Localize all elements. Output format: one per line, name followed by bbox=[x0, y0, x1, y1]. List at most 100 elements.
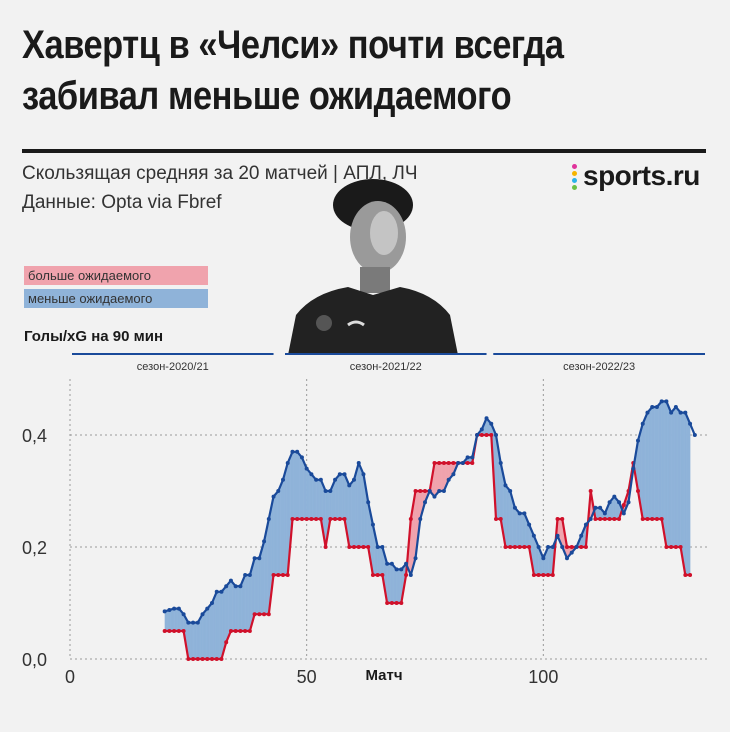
fill-less-segment bbox=[354, 475, 356, 547]
data-point-goals bbox=[281, 573, 285, 577]
fill-less-segment bbox=[349, 484, 351, 547]
fill-less-segment bbox=[536, 541, 538, 575]
fill-less-segment bbox=[190, 622, 193, 659]
fill-more-segment bbox=[561, 519, 563, 547]
fill-more-segment bbox=[441, 463, 444, 491]
fill-less-segment bbox=[215, 591, 218, 659]
data-point-xg bbox=[631, 466, 636, 471]
fill-less-segment bbox=[652, 407, 654, 519]
fill-less-segment bbox=[687, 418, 690, 575]
fill-less-segment bbox=[266, 524, 268, 615]
fill-less-segment bbox=[311, 474, 313, 519]
fill-less-segment bbox=[319, 479, 322, 519]
data-point-goals bbox=[262, 612, 267, 617]
data-point-goals bbox=[323, 545, 328, 549]
fill-less-segment bbox=[583, 527, 586, 547]
fill-less-segment bbox=[226, 584, 228, 643]
fill-more-segment bbox=[559, 519, 562, 545]
data-point-goals bbox=[470, 461, 475, 465]
fill-less-segment bbox=[255, 558, 258, 615]
data-point-xg bbox=[361, 472, 366, 477]
data-point-goals bbox=[408, 517, 413, 521]
fill-less-segment bbox=[665, 401, 667, 547]
data-point-xg bbox=[186, 620, 191, 625]
x-tick-label-2: 100 bbox=[528, 667, 558, 687]
fill-more-segment bbox=[445, 463, 447, 489]
fill-less-segment bbox=[219, 591, 221, 659]
fill-less-segment bbox=[272, 496, 274, 585]
data-point-xg bbox=[276, 489, 281, 493]
data-point-xg bbox=[394, 567, 399, 572]
fill-less-segment bbox=[177, 608, 180, 631]
data-source: Данные: Opta via Fbref bbox=[22, 192, 222, 213]
fill-less-segment bbox=[396, 569, 399, 603]
data-point-goals bbox=[172, 629, 177, 633]
data-point-goals bbox=[569, 545, 574, 549]
data-point-goals bbox=[219, 657, 224, 661]
fill-less-segment bbox=[310, 472, 312, 519]
data-point-xg bbox=[465, 455, 470, 460]
data-point-goals bbox=[673, 545, 678, 549]
fill-less-segment bbox=[293, 451, 296, 519]
fill-more-segment bbox=[413, 498, 415, 567]
data-point-xg bbox=[219, 589, 224, 594]
data-point-xg bbox=[228, 578, 233, 583]
data-point-goals bbox=[560, 517, 565, 521]
fill-less-segment bbox=[662, 401, 665, 533]
data-point-xg bbox=[654, 405, 659, 409]
fill-less-segment bbox=[340, 474, 343, 519]
title-line-1: Хавертц в «Челси» почти всегда bbox=[22, 23, 564, 67]
data-point-goals bbox=[186, 657, 191, 661]
data-point-goals bbox=[484, 433, 489, 437]
fill-more-segment bbox=[435, 463, 438, 496]
data-point-xg bbox=[337, 472, 342, 477]
fill-less-segment bbox=[259, 554, 261, 615]
fill-less-segment bbox=[303, 460, 305, 519]
fill-more-segment bbox=[447, 463, 449, 483]
fill-less-segment bbox=[356, 467, 358, 547]
data-point-xg bbox=[210, 601, 214, 605]
fill-less-segment bbox=[301, 457, 304, 519]
fill-less-segment bbox=[337, 475, 339, 519]
data-point-goals bbox=[380, 573, 385, 577]
fill-less-segment bbox=[359, 465, 362, 547]
fill-less-segment bbox=[228, 582, 231, 637]
data-point-goals bbox=[413, 489, 418, 493]
fill-less-segment bbox=[496, 435, 498, 519]
fill-less-segment bbox=[513, 503, 516, 547]
fill-less-segment bbox=[258, 558, 260, 615]
fill-less-segment bbox=[324, 488, 326, 547]
data-point-goals bbox=[654, 517, 659, 521]
fill-less-segment bbox=[300, 456, 303, 519]
data-point-xg bbox=[650, 405, 655, 409]
data-point-xg bbox=[517, 511, 522, 516]
fill-less-segment bbox=[333, 479, 336, 519]
x-axis-label: Матч bbox=[365, 667, 402, 684]
fill-less-segment bbox=[517, 510, 519, 547]
data-point-xg bbox=[475, 433, 480, 437]
fill-less-segment bbox=[636, 440, 639, 491]
fill-less-segment bbox=[378, 547, 381, 575]
fill-less-segment bbox=[330, 488, 332, 519]
fill-less-segment bbox=[245, 575, 247, 631]
fill-less-segment bbox=[208, 605, 210, 659]
fill-less-segment bbox=[342, 474, 344, 519]
data-point-goals bbox=[238, 629, 243, 633]
y-tick-label-0: 0,0 bbox=[22, 650, 47, 670]
data-point-goals bbox=[650, 517, 655, 521]
fill-less-segment bbox=[393, 565, 395, 603]
data-point-xg bbox=[200, 612, 205, 617]
fill-less-segment bbox=[368, 502, 370, 554]
fill-less-segment bbox=[241, 580, 244, 631]
fill-less-segment bbox=[198, 618, 201, 659]
fill-less-segment bbox=[200, 616, 202, 659]
fill-less-segment bbox=[538, 547, 541, 575]
fill-less-segment bbox=[312, 475, 315, 519]
data-point-xg bbox=[593, 505, 598, 510]
fill-less-segment bbox=[654, 407, 657, 519]
data-point-goals bbox=[162, 629, 167, 633]
data-point-xg bbox=[214, 589, 219, 594]
fill-less-segment bbox=[550, 547, 552, 575]
fill-less-segment bbox=[277, 491, 279, 575]
fill-less-segment bbox=[234, 584, 236, 631]
